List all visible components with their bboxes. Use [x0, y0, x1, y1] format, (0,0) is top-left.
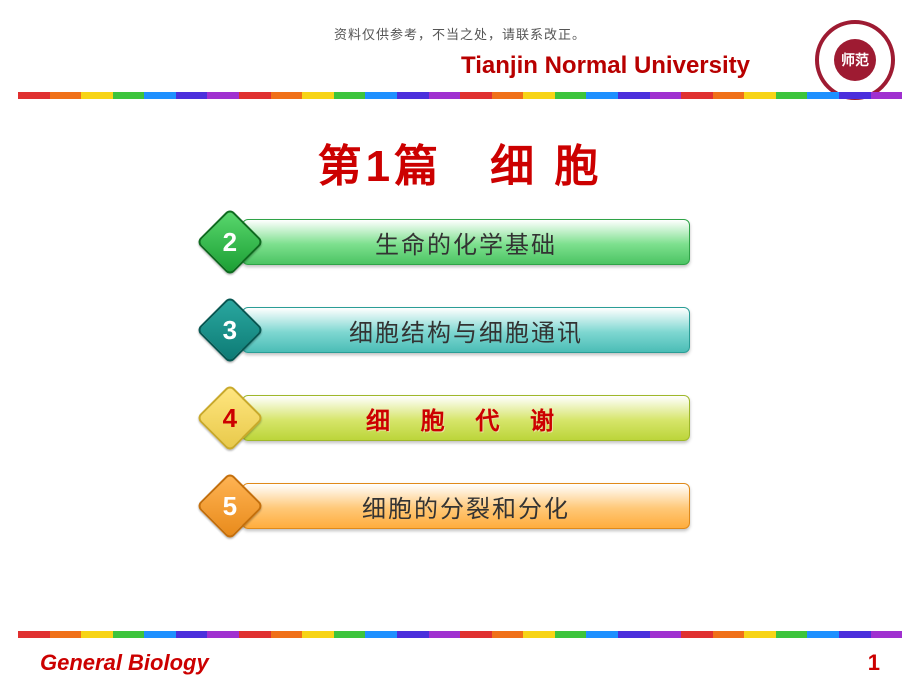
rainbow-segment: [397, 92, 429, 99]
seal-text: 师范: [841, 50, 869, 70]
rainbow-segment: [365, 92, 397, 99]
rainbow-segment: [144, 631, 176, 638]
rainbow-segment: [429, 92, 461, 99]
rainbow-segment: [18, 631, 50, 638]
chapter-label: 生命的化学基础: [375, 225, 557, 260]
rainbow-segment: [744, 631, 776, 638]
disclaimer-text: 资料仅供参考，不当之处，请联系改正。: [0, 24, 920, 43]
rainbow-segment: [776, 631, 808, 638]
rainbow-segment: [807, 92, 839, 99]
rainbow-segment: [744, 92, 776, 99]
rainbow-segment: [681, 631, 713, 638]
rainbow-segment: [207, 631, 239, 638]
rainbow-segment: [113, 92, 145, 99]
rainbow-segment: [302, 631, 334, 638]
rainbow-segment: [555, 631, 587, 638]
rainbow-segment: [207, 92, 239, 99]
chapter-label-bar: 细胞结构与细胞通讯: [242, 307, 690, 353]
rainbow-segment: [460, 631, 492, 638]
rainbow-segment: [713, 92, 745, 99]
rainbow-segment: [365, 631, 397, 638]
rainbow-divider-bottom: [18, 631, 902, 638]
rainbow-segment: [586, 631, 618, 638]
rainbow-segment: [650, 631, 682, 638]
chapter-label: 细胞结构与细胞通讯: [349, 313, 583, 348]
rainbow-segment: [334, 631, 366, 638]
rainbow-segment: [18, 92, 50, 99]
rainbow-segment: [302, 92, 334, 99]
chapter-label-bar: 细胞的分裂和分化: [242, 483, 690, 529]
rainbow-segment: [81, 631, 113, 638]
rainbow-segment: [618, 631, 650, 638]
rainbow-segment: [776, 92, 808, 99]
rainbow-segment: [839, 92, 871, 99]
rainbow-segment: [176, 92, 208, 99]
rainbow-segment: [113, 631, 145, 638]
chapter-label: 细 胞 代 谢: [366, 401, 566, 436]
chapter-number: 3: [223, 315, 237, 346]
rainbow-segment: [713, 631, 745, 638]
rainbow-segment: [555, 92, 587, 99]
rainbow-segment: [871, 92, 903, 99]
rainbow-segment: [523, 631, 555, 638]
rainbow-divider-top: [18, 92, 902, 99]
rainbow-segment: [239, 92, 271, 99]
rainbow-segment: [81, 92, 113, 99]
chapter-label-bar: 生命的化学基础: [242, 219, 690, 265]
chapter-item-3[interactable]: 细胞结构与细胞通讯3: [230, 303, 690, 357]
rainbow-segment: [50, 631, 82, 638]
rainbow-segment: [650, 92, 682, 99]
rainbow-segment: [271, 92, 303, 99]
university-name: Tianjin Normal University: [461, 52, 750, 80]
rainbow-segment: [586, 92, 618, 99]
rainbow-segment: [176, 631, 208, 638]
rainbow-segment: [334, 92, 366, 99]
chapter-number: 2: [223, 227, 237, 258]
chapter-item-2[interactable]: 生命的化学基础2: [230, 215, 690, 269]
chapter-list: 生命的化学基础2细胞结构与细胞通讯3细 胞 代 谢4细胞的分裂和分化5: [0, 215, 920, 567]
rainbow-segment: [492, 631, 524, 638]
rainbow-segment: [271, 631, 303, 638]
rainbow-segment: [397, 631, 429, 638]
rainbow-segment: [239, 631, 271, 638]
rainbow-segment: [144, 92, 176, 99]
seal-inner-circle: 师范: [834, 39, 876, 81]
chapter-label: 细胞的分裂和分化: [362, 489, 570, 524]
footer-course-name: General Biology: [40, 650, 209, 676]
rainbow-segment: [460, 92, 492, 99]
university-seal: 师范: [815, 20, 895, 100]
rainbow-segment: [807, 631, 839, 638]
rainbow-segment: [618, 92, 650, 99]
footer-page-number: 1: [868, 650, 880, 676]
rainbow-segment: [50, 92, 82, 99]
rainbow-segment: [429, 631, 461, 638]
chapter-number: 4: [223, 403, 237, 434]
rainbow-segment: [492, 92, 524, 99]
rainbow-segment: [839, 631, 871, 638]
rainbow-segment: [523, 92, 555, 99]
rainbow-segment: [871, 631, 903, 638]
chapter-number: 5: [223, 491, 237, 522]
chapter-item-4[interactable]: 细 胞 代 谢4: [230, 391, 690, 445]
chapter-label-bar: 细 胞 代 谢: [242, 395, 690, 441]
chapter-item-5[interactable]: 细胞的分裂和分化5: [230, 479, 690, 533]
page-title: 第1篇 细 胞: [0, 130, 920, 194]
rainbow-segment: [681, 92, 713, 99]
